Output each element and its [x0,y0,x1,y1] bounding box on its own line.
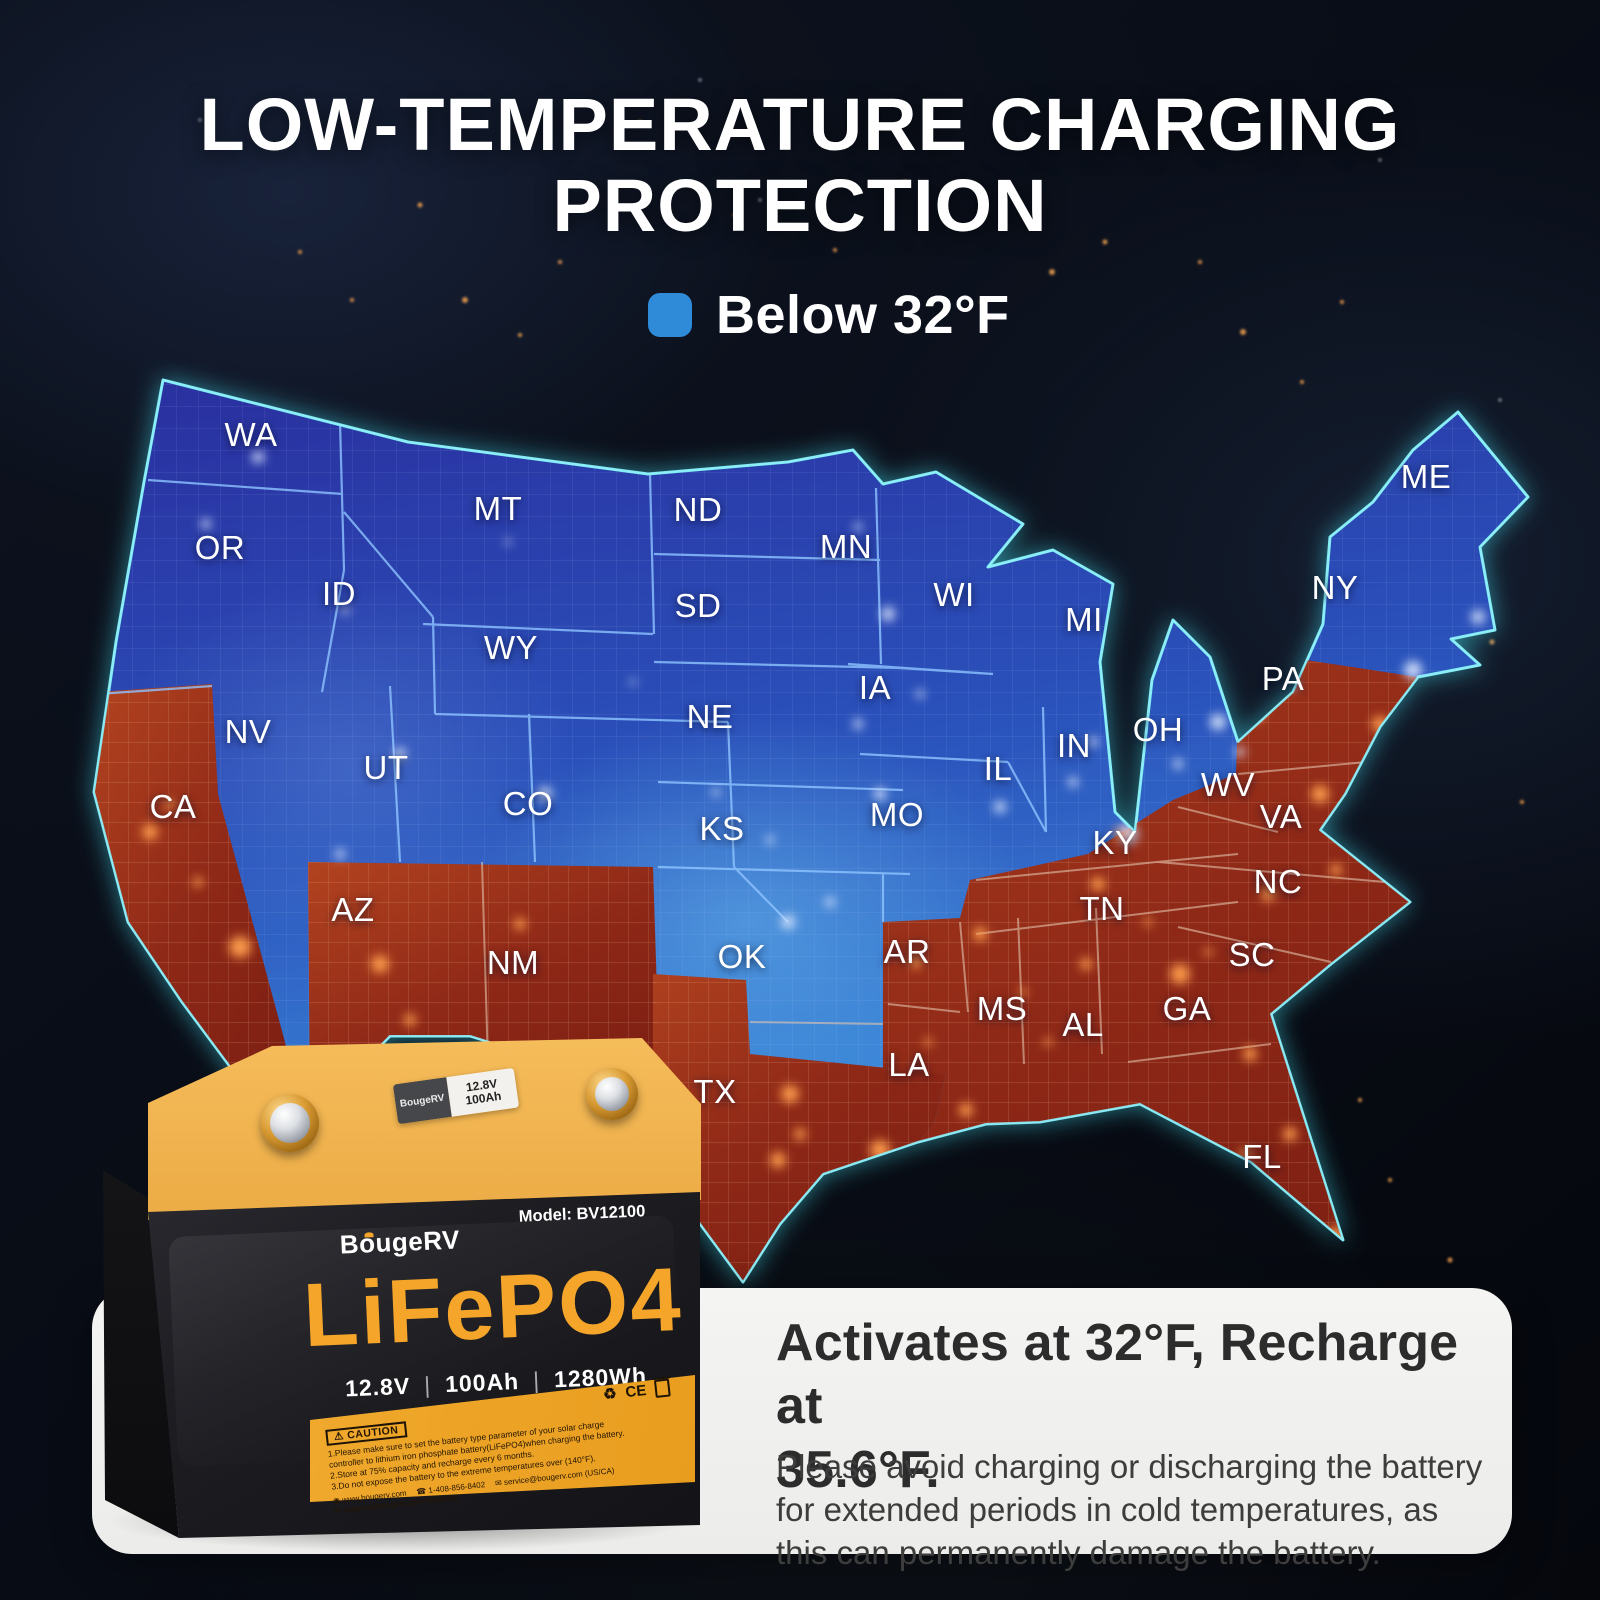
battery-model: Model: BV12100 [518,1202,646,1226]
title-line1: LOW-TEMPERATURE CHARGING [199,83,1401,166]
page-title: LOW-TEMPERATURE CHARGING PROTECTION [0,84,1600,247]
card-heading: Activates at 32°F, Recharge at 35.6°F. [776,1312,1496,1502]
battery-product-name: LiFePO4 [301,1249,685,1367]
state-borders-warm [481,759,1409,1065]
battery-brand-logo: BougeRV [339,1224,461,1260]
battery-front-face: BougeRV Model: BV12100 LiFePO4 12.8V | 100… [148,1192,700,1538]
ce-mark: CE [624,1381,648,1401]
recycle-icon: ♻ [602,1385,618,1404]
card-body: Please avoid charging or discharging the… [776,1448,1483,1571]
terminal-cap [595,1077,629,1111]
legend: Below 32°F [648,284,1010,346]
legend-label: Below 32°F [716,285,1010,345]
sticker-brand: BougeRV [392,1077,452,1125]
battery-product: BougeRV 12.8V 100Ah BougeRV Model: BV121… [95,1030,710,1590]
map-city-lights [142,451,1485,1242]
title-line2: PROTECTION [552,164,1048,248]
card-heading-line2: 35.6°F. [776,1440,940,1499]
terminal-cap [270,1103,310,1143]
weee-bin-icon [654,1378,672,1398]
sticker-capacity: 100Ah [464,1088,503,1108]
background-city-lights [198,78,1524,1263]
caution-title: CAUTION [346,1424,399,1442]
battery-terminal-right [586,1068,638,1120]
card-heading-line1: Activates at 32°F, Recharge at [776,1314,1459,1436]
state-borders-cold [97,421,1128,923]
battery-terminal-left [261,1094,319,1152]
legend-swatch-below-32f [648,293,692,337]
